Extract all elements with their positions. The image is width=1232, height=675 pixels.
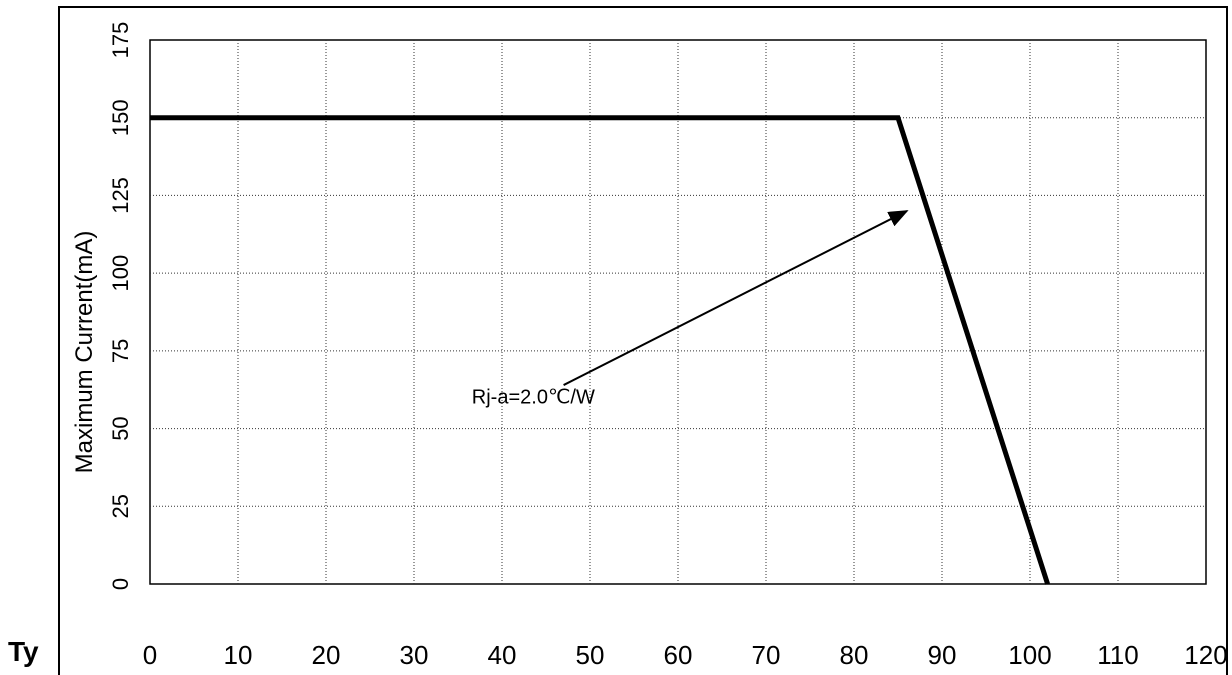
data-point (149, 117, 151, 119)
annotation-label: Rj-a=2.0℃/W (472, 386, 595, 408)
y-axis-label: Maximum Current(mA) (71, 231, 98, 474)
y-tick-label: 25 (108, 494, 133, 518)
x-tick-label: 80 (840, 640, 869, 670)
y-tick-label: 75 (108, 339, 133, 363)
chart-frame (58, 6, 1228, 675)
y-tick-group: 125 (108, 177, 133, 214)
x-tick-label: 90 (928, 640, 957, 670)
y-tick-group: 150 (108, 99, 133, 136)
y-tick-label: 175 (108, 22, 133, 59)
y-tick-group: 175 (108, 22, 133, 59)
x-tick-label: 50 (576, 640, 605, 670)
x-tick-label: 110 (1097, 640, 1138, 670)
x-tick-label: 0 (143, 640, 157, 670)
x-tick-label: 40 (488, 640, 517, 670)
x-tick-label: 100 (1008, 640, 1051, 670)
x-tick-label: 20 (312, 640, 341, 670)
y-tick-label: 150 (108, 99, 133, 136)
y-tick-group: 25 (108, 494, 133, 518)
y-tick-label: 125 (108, 177, 133, 214)
y-tick-group: 75 (108, 339, 133, 363)
y-tick-label: 100 (108, 255, 133, 292)
data-point (1047, 583, 1049, 585)
data-point (897, 117, 899, 119)
y-axis-label-group: Maximum Current(mA) (71, 231, 98, 474)
y-tick-label: 0 (108, 578, 133, 590)
y-tick-group: 100 (108, 255, 133, 292)
y-tick-group: 50 (108, 416, 133, 440)
x-tick-label: 70 (752, 640, 781, 670)
y-tick-label: 50 (108, 416, 133, 440)
y-tick-group: 0 (108, 578, 133, 590)
annotation-arrow (563, 210, 909, 386)
x-tick-label: 10 (224, 640, 253, 670)
x-tick-label: 120 (1184, 640, 1227, 670)
x-tick-label: 60 (664, 640, 693, 670)
x-tick-label: 30 (400, 640, 429, 670)
truncated-title: Ty (8, 636, 39, 667)
